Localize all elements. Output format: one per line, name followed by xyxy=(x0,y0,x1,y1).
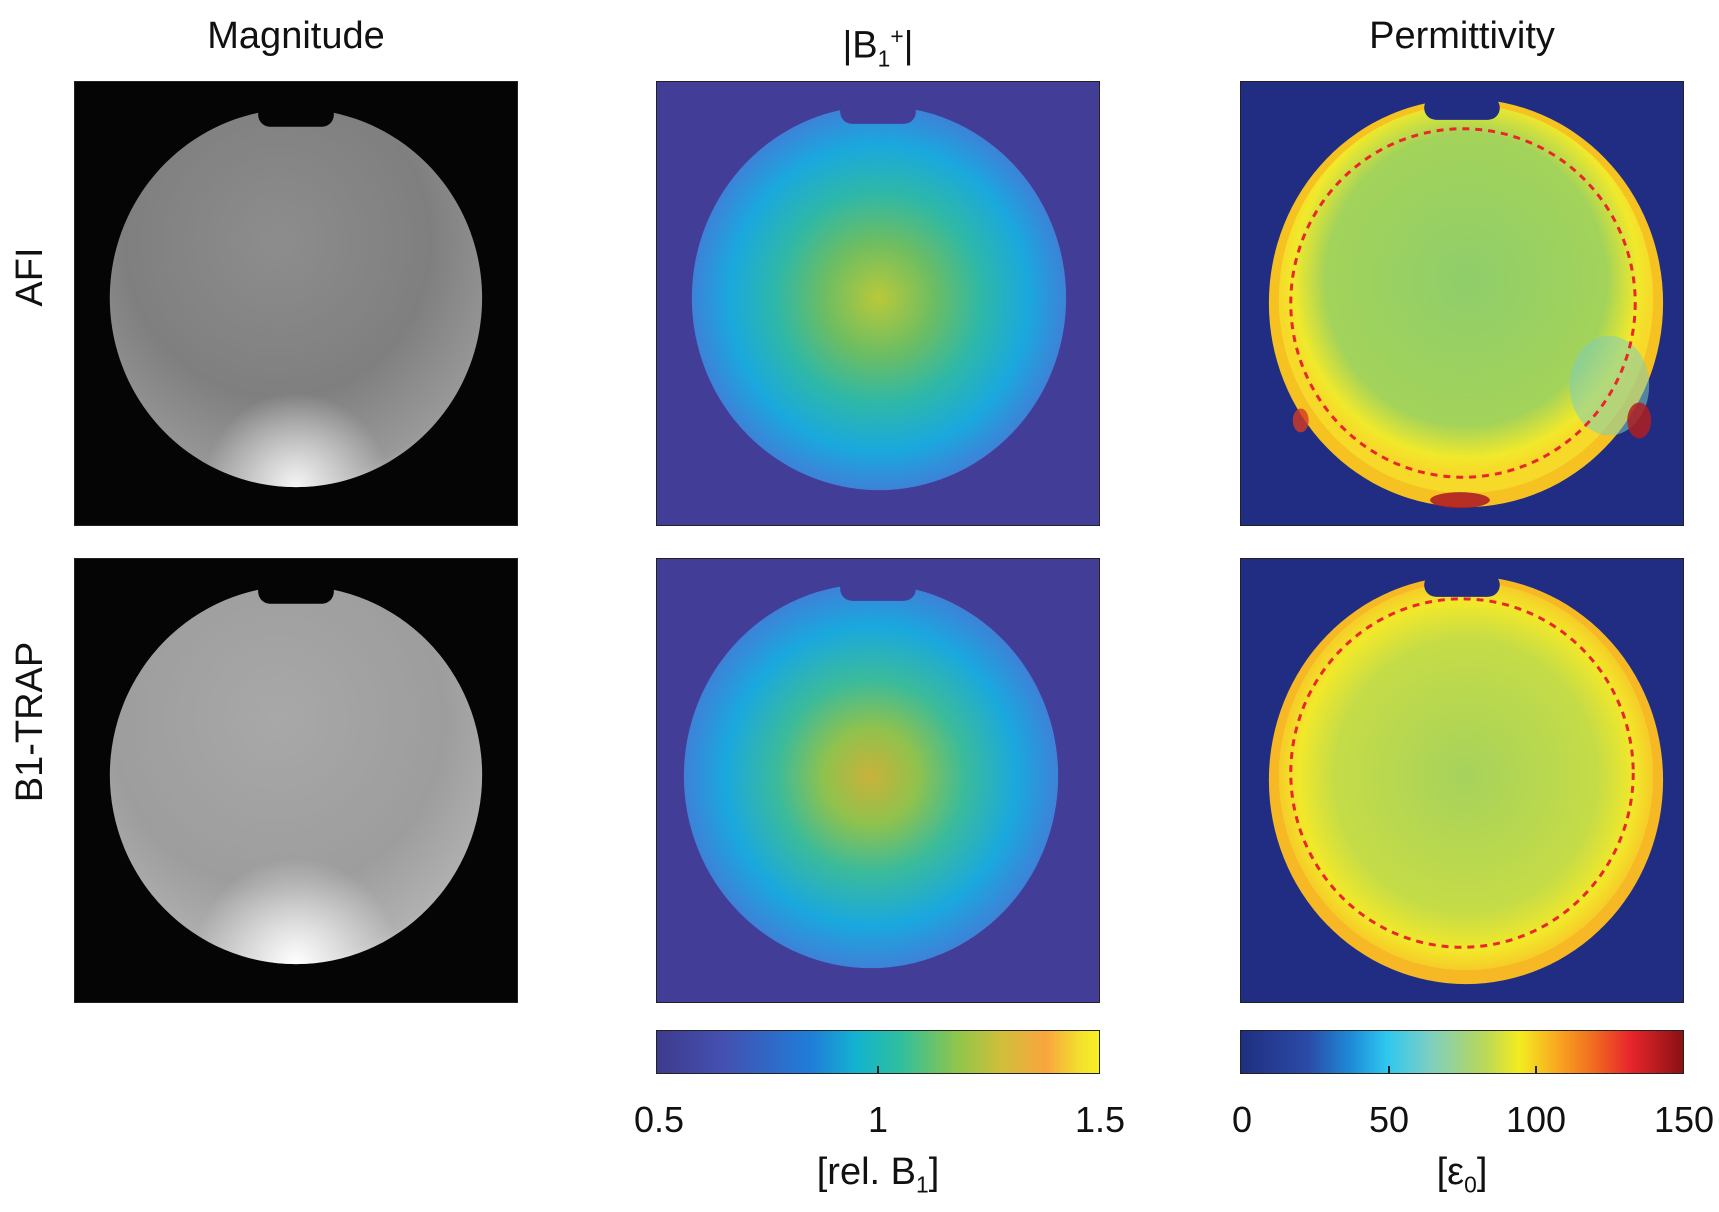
panel-b1trap-magnitude xyxy=(74,558,518,1003)
contour-line-b1trap xyxy=(1289,597,1635,949)
b1-unit-post: ] xyxy=(928,1151,940,1193)
b1-map-b1trap xyxy=(657,559,1099,1002)
b1-title-end: | xyxy=(903,24,914,67)
permittivity-map-afi xyxy=(1241,82,1683,525)
colorbar-b1-tick-label-1: 1 xyxy=(867,1099,889,1140)
row-label-afi: AFI xyxy=(9,247,51,307)
colorbar-permittivity xyxy=(1240,1030,1684,1074)
b1-unit-pre: [rel. B xyxy=(816,1151,916,1193)
column-title-magnitude: Magnitude xyxy=(207,15,385,57)
b1-title-sub: 1 xyxy=(877,45,891,72)
b1-title-main: |B xyxy=(842,24,878,67)
colorbar-b1-tick-mid xyxy=(877,1066,879,1074)
panel-afi-permittivity xyxy=(1240,81,1684,526)
contour-line-afi xyxy=(1289,127,1637,479)
permittivity-map-b1trap xyxy=(1241,559,1683,1002)
colorbar-b1-tick-label-0: 0.5 xyxy=(633,1099,685,1140)
panel-b1trap-permittivity xyxy=(1240,558,1684,1003)
eps-unit-sub: 0 xyxy=(1464,1171,1477,1198)
column-title-permittivity: Permittivity xyxy=(1369,15,1555,57)
colorbar-eps-unit: [ε0] xyxy=(1437,1150,1488,1207)
b1-unit-sub: 1 xyxy=(916,1171,929,1198)
magnitude-image-afi xyxy=(75,82,517,525)
magnitude-image-b1trap xyxy=(75,559,517,1002)
eps-unit-pre: [ε xyxy=(1436,1151,1465,1193)
b1-map-afi xyxy=(657,82,1099,525)
panel-afi-magnitude xyxy=(74,81,518,526)
colorbar-b1-unit: [rel. B1] xyxy=(817,1150,940,1207)
colorbar-eps-tick-label-3: 150 xyxy=(1653,1099,1715,1140)
column-title-b1: |B1+| xyxy=(656,14,1100,80)
colorbar-eps-tick-50 xyxy=(1388,1066,1390,1074)
colorbar-eps-tick-label-2: 100 xyxy=(1505,1099,1567,1140)
colorbar-b1-tick-label-2: 1.5 xyxy=(1074,1099,1126,1140)
colorbar-eps-tick-label-0: 0 xyxy=(1231,1099,1253,1140)
eps-unit-post: ] xyxy=(1476,1151,1488,1193)
b1-title-sup: + xyxy=(890,23,904,49)
colorbar-eps-tick-100 xyxy=(1535,1066,1537,1074)
colorbar-eps-tick-label-1: 50 xyxy=(1368,1099,1410,1140)
row-label-b1trap: B1-TRAP xyxy=(9,641,51,803)
panel-b1trap-b1 xyxy=(656,558,1100,1003)
panel-afi-b1 xyxy=(656,81,1100,526)
